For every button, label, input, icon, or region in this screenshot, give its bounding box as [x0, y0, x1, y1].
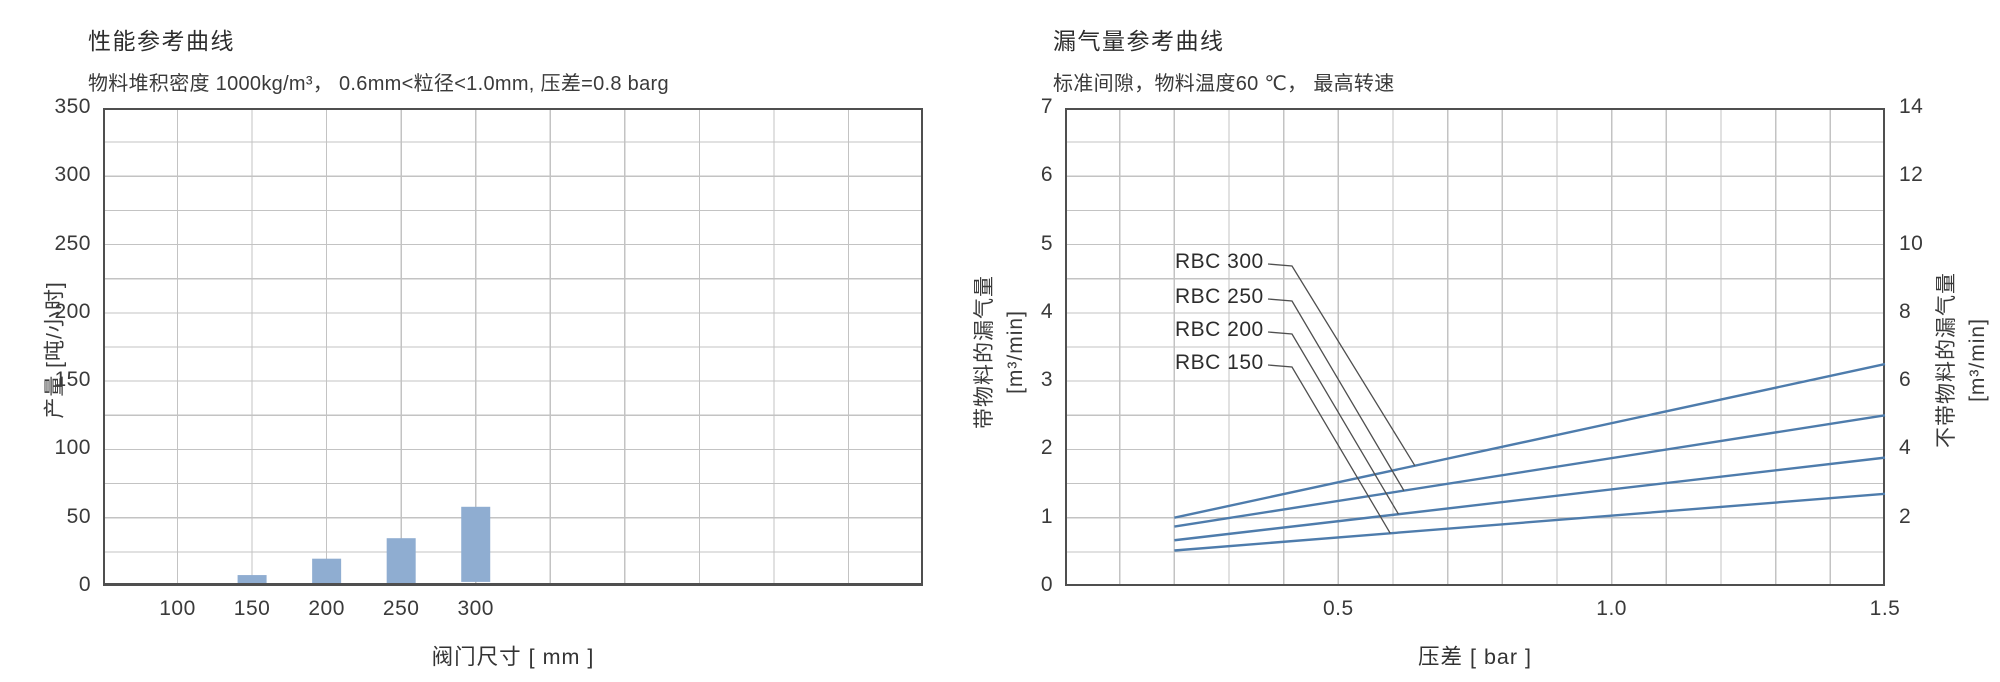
- leakage-left-y-tick-label: 7: [1040, 95, 1053, 118]
- series-line-rbc-200: [1174, 456, 1886, 542]
- leakage-right-y-tick-label: 2: [1899, 504, 1912, 528]
- leakage-plot-svg: [1065, 108, 1886, 586]
- leakage-left-axis-title: 带物料的漏气量 [m³/min]: [969, 275, 1031, 429]
- leakage-right-axis-title-text: 不带物料的漏气量: [1935, 272, 1958, 448]
- performance-y-tick-label: 150: [54, 368, 91, 392]
- leakage-x-tick-label: 1.0: [1596, 597, 1627, 620]
- leakage-right-y-tick-label: 10: [1899, 231, 1924, 255]
- performance-x-tick-label: 100: [159, 597, 196, 620]
- performance-plot-svg: [103, 108, 923, 586]
- performance-x-tick-label: 300: [457, 597, 494, 620]
- series-line-rbc-150: [1174, 492, 1886, 552]
- series-leader-line: [1267, 331, 1400, 515]
- leakage-left-y-tick-label: 4: [1040, 299, 1053, 323]
- series-label-rbc-200: RBC 200: [1175, 318, 1264, 341]
- leakage-right-y-tick-label: 8: [1899, 299, 1912, 323]
- leakage-plot-area: [1065, 108, 1886, 586]
- leakage-left-y-tick-label: 3: [1040, 368, 1053, 392]
- leakage-left-y-tick-label: 0: [1040, 573, 1053, 596]
- series-label-rbc-300: RBC 300: [1175, 250, 1264, 273]
- leakage-left-y-tick-label: 1: [1040, 504, 1053, 528]
- leakage-left-axis-title-text: 带物料的漏气量: [973, 275, 996, 429]
- plot-border: [1065, 108, 1885, 586]
- performance-y-tick-label: 350: [54, 95, 91, 118]
- leakage-x-tick-label: 0.5: [1322, 597, 1354, 620]
- leakage-left-y-tick-label: 6: [1040, 163, 1053, 187]
- series-leader-line: [1267, 263, 1416, 467]
- series-line-rbc-300: [1174, 362, 1886, 519]
- performance-x-tick-label: 250: [382, 597, 420, 620]
- performance-y-tick-label: 300: [54, 163, 91, 187]
- performance-y-tick-label: 200: [54, 299, 91, 323]
- series-label-rbc-150: RBC 150: [1175, 351, 1264, 374]
- performance-x-axis-title: 阀门尺寸 [ mm ]: [431, 645, 595, 669]
- performance-chart-subtitle: 物料堆积密度 1000kg/m³， 0.6mm<粒径<1.0mm, 压差=0.8…: [88, 73, 669, 95]
- capacity-bar-300: [461, 506, 491, 582]
- leakage-left-y-tick-label: 5: [1040, 231, 1053, 255]
- performance-chart-title: 性能参考曲线: [88, 28, 235, 54]
- series-line-rbc-250: [1174, 414, 1886, 528]
- series-leader-line: [1267, 364, 1391, 534]
- performance-y-tick-label: 50: [66, 504, 91, 528]
- series-leader-line: [1267, 298, 1405, 491]
- performance-x-tick-label: 200: [308, 597, 345, 620]
- series-label-rbc-250: RBC 250: [1175, 285, 1264, 308]
- capacity-bar-200: [312, 558, 342, 585]
- performance-y-tick-label: 0: [78, 573, 91, 596]
- performance-y-tick-label: 250: [54, 231, 91, 255]
- leakage-chart-subtitle: 标准间隙，物料温度60 ℃， 最高转速: [1053, 73, 1395, 95]
- leakage-left-y-tick-label: 2: [1040, 436, 1053, 460]
- leakage-right-axis-title-unit: [m³/min]: [1966, 318, 1989, 402]
- leakage-right-y-tick-label: 12: [1899, 163, 1924, 187]
- leakage-right-axis-title: 不带物料的漏气量 [m³/min]: [1931, 272, 1993, 448]
- leakage-x-axis-title: 压差 [ bar ]: [1418, 645, 1532, 669]
- leakage-right-y-tick-label: 14: [1899, 95, 1924, 118]
- performance-x-tick-label: 150: [233, 597, 271, 620]
- capacity-bar-250: [386, 538, 416, 584]
- leakage-chart-title: 漏气量参考曲线: [1053, 28, 1225, 54]
- leakage-right-y-tick-label: 6: [1899, 368, 1912, 392]
- leakage-right-y-tick-label: 4: [1899, 436, 1912, 460]
- leakage-left-axis-title-unit: [m³/min]: [1004, 310, 1027, 394]
- capacity-bar-150: [237, 575, 267, 585]
- leakage-x-tick-label: 1.5: [1869, 597, 1901, 620]
- performance-y-tick-label: 100: [54, 436, 91, 460]
- performance-plot-area: [103, 108, 923, 586]
